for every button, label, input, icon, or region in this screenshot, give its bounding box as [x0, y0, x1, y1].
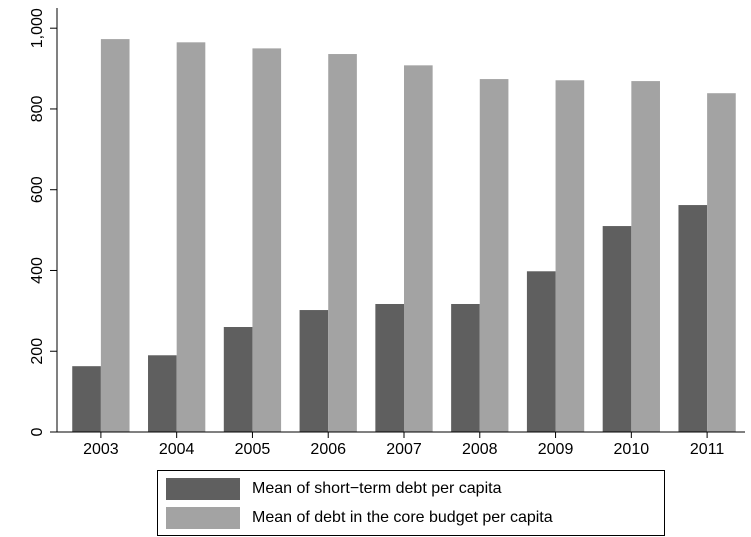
bar [375, 303, 404, 432]
x-tick-label: 2010 [614, 441, 650, 458]
y-tick-label: 400 [29, 257, 46, 284]
bar [451, 303, 480, 432]
legend-box [157, 470, 665, 536]
legend-label: Mean of debt in the core budget per capi… [252, 509, 553, 526]
legend-label: Mean of short−term debt per capita [252, 480, 502, 497]
legend-swatch [166, 507, 240, 529]
bar [299, 310, 329, 432]
y-tick-label: 1,000 [29, 8, 46, 48]
y-tick-label: 800 [29, 96, 46, 123]
x-tick-label: 2005 [235, 441, 271, 458]
bar [631, 81, 660, 432]
x-tick-label: 2004 [159, 441, 195, 458]
bar [223, 327, 253, 432]
bar [252, 48, 282, 432]
y-tick-label: 0 [29, 427, 46, 436]
x-tick-label: 2008 [462, 441, 498, 458]
x-tick-label: 2007 [386, 441, 422, 458]
bar [148, 355, 177, 432]
bar [602, 226, 632, 432]
bar [404, 65, 433, 433]
x-tick-label: 2009 [538, 441, 574, 458]
x-tick-label: 2006 [310, 441, 346, 458]
bar [72, 366, 101, 432]
y-tick-label: 200 [29, 338, 46, 365]
bar [526, 271, 556, 432]
bar [555, 80, 585, 432]
legend-swatch [166, 478, 240, 500]
x-tick-label: 2011 [690, 441, 725, 458]
bar [328, 54, 357, 432]
y-tick-label: 600 [29, 176, 46, 203]
bar [707, 93, 736, 433]
bar [678, 205, 708, 432]
bar [479, 79, 509, 433]
x-tick-label: 2003 [83, 441, 119, 458]
bar [176, 42, 206, 432]
bar [100, 39, 130, 433]
